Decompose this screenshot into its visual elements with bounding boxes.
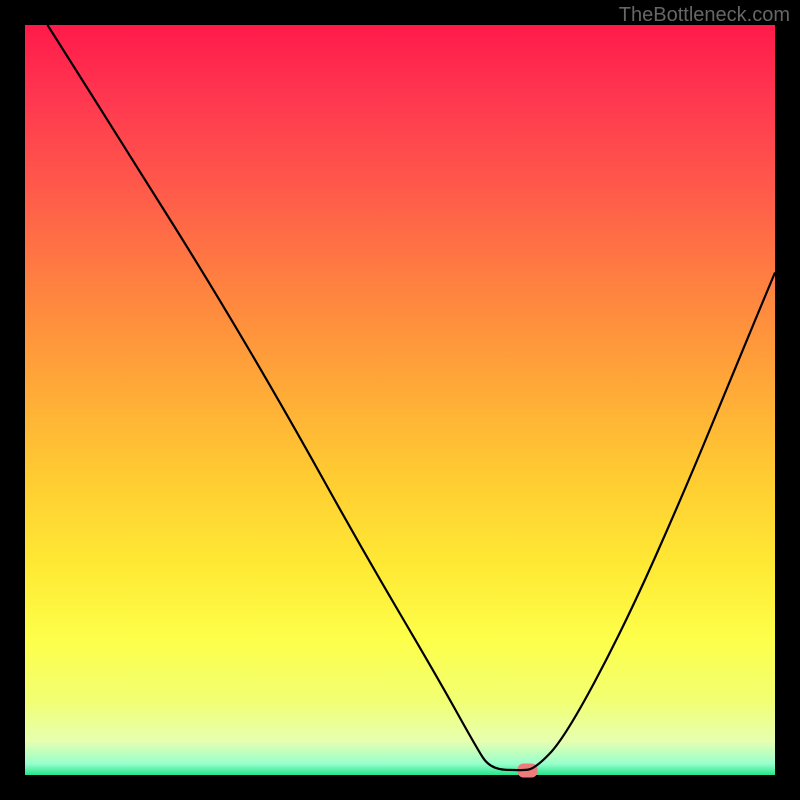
plot-background bbox=[25, 25, 775, 775]
chart-container: TheBottleneck.com bbox=[0, 0, 800, 800]
watermark-label: TheBottleneck.com bbox=[619, 4, 790, 27]
bottleneck-chart bbox=[0, 0, 800, 800]
